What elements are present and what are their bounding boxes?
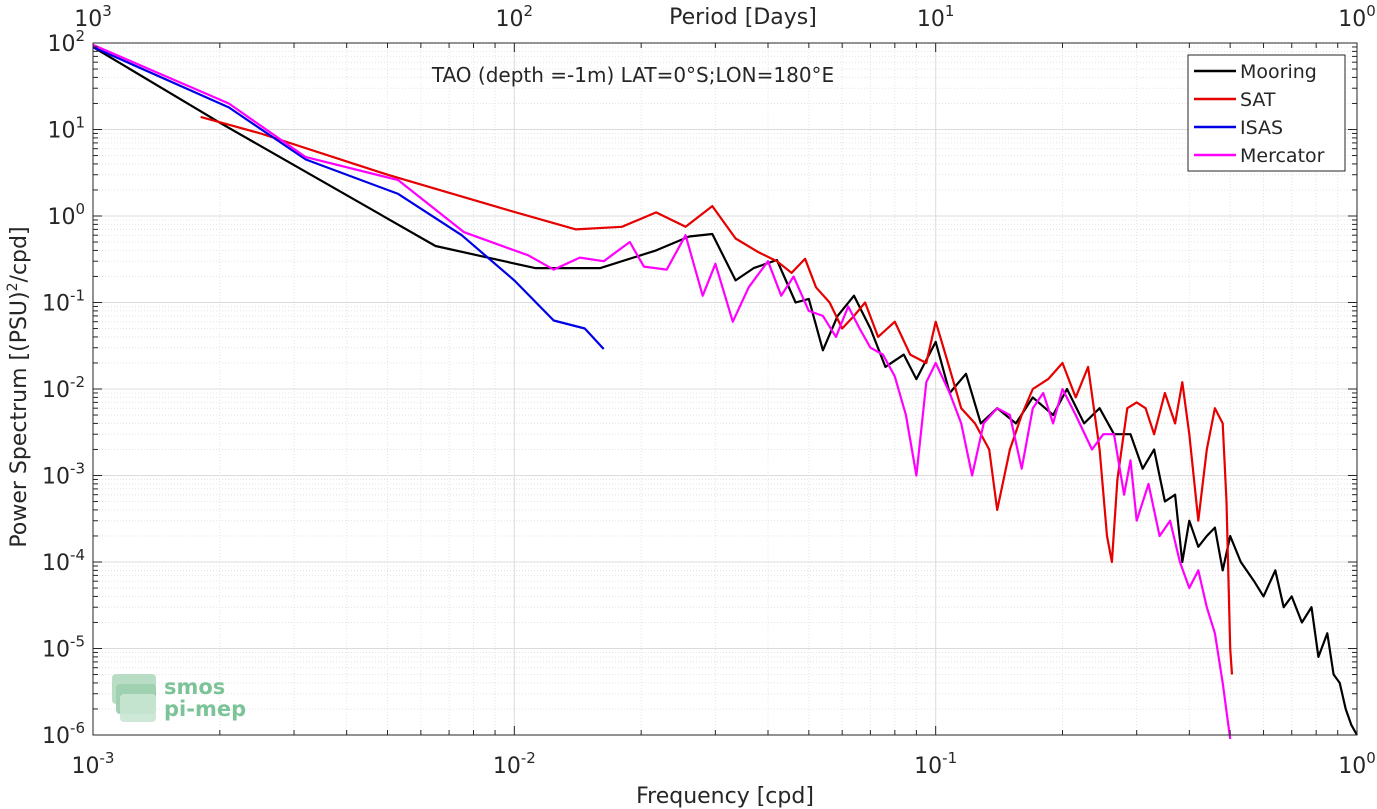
legend-box (1187, 54, 1346, 172)
x-axis-label: Frequency [cpd] (636, 784, 814, 809)
y-tick-label-base: 10 (47, 205, 75, 230)
y-axis-label-tail: /cpd] (7, 226, 32, 282)
y-axis-label-exponent: 2 (5, 282, 21, 291)
y-tick-label-base: 10 (42, 638, 70, 663)
top-tick-label: 102 (496, 2, 534, 32)
top-tick-label-exponent: 1 (945, 2, 955, 20)
top-tick-label: 100 (1338, 2, 1376, 32)
series-layer (92, 43, 1358, 740)
top-tick-label-exponent: 0 (1366, 2, 1376, 20)
y-tick-label: 10-3 (42, 460, 85, 490)
smos-pi-mep-watermark: smos pi-mep (112, 674, 246, 722)
watermark-line1: smos (164, 675, 225, 699)
y-tick-label: 10-2 (42, 373, 85, 403)
y-tick-label-exponent: 0 (75, 200, 85, 218)
top-tick-label-exponent: 3 (102, 2, 112, 20)
major-grid (92, 42, 1358, 736)
y-axis-label-main: Power Spectrum [(PSU) (7, 291, 32, 547)
top-tick-label-base: 10 (917, 7, 945, 32)
y-tick-label-base: 10 (42, 378, 70, 403)
top-tick-label-base: 10 (496, 7, 524, 32)
y-tick-label-base: 10 (47, 119, 75, 144)
chart-title: TAO (depth =-1m) LAT=0°S;LON=180°E (431, 63, 834, 87)
x-tick-label-base: 10 (914, 754, 942, 779)
y-tick-label: 100 (47, 200, 85, 230)
series-line-sat (200, 115, 1234, 675)
legend-label-sat: SAT (1240, 89, 1276, 111)
legend-label-mercator: Mercator (1240, 145, 1325, 167)
y-tick-label: 10-4 (42, 546, 85, 576)
legend-label-mooring: Mooring (1240, 61, 1317, 83)
y-tick-label-exponent: -6 (70, 719, 85, 737)
series-line-mooring (92, 46, 1358, 736)
x-tick-label-base: 10 (72, 754, 100, 779)
y-tick-label-base: 10 (42, 465, 70, 490)
top-tick-label: 101 (917, 2, 955, 32)
x-tick-label: 10-1 (914, 749, 957, 779)
series-line-isas (92, 45, 605, 350)
minor-grid (93, 43, 1357, 735)
watermark-logo-shape-front (120, 694, 156, 722)
watermark-line2: pi-mep (164, 697, 246, 721)
y-tick-label-base: 10 (42, 724, 70, 749)
x-tick-label-base: 10 (493, 754, 521, 779)
y-tick-label-exponent: -4 (70, 546, 85, 564)
x-tick-labels: 10-3 10-2 10-1 100 (72, 749, 1376, 779)
legend-items: Mooring SAT ISAS Mercator (1194, 61, 1325, 167)
y-tick-label-exponent: 2 (75, 27, 85, 45)
y-tick-label-exponent: -3 (70, 460, 85, 478)
y-tick-label-base: 10 (42, 551, 70, 576)
legend: Mooring SAT ISAS Mercator (1187, 54, 1346, 172)
top-tick-labels: 103 102 101 100 (74, 2, 1376, 32)
series-line-mercator (92, 43, 1232, 740)
top-tick-label-exponent: 2 (524, 2, 534, 20)
y-tick-label-exponent: -1 (70, 287, 85, 305)
legend-label-isas: ISAS (1240, 117, 1283, 139)
axis-ticks (92, 42, 1358, 736)
x-tick-label-exponent: -1 (942, 749, 957, 767)
x-tick-label: 10-3 (72, 749, 115, 779)
top-axis-label: Period [Days] (669, 5, 817, 30)
x-tick-label: 100 (1338, 749, 1376, 779)
y-tick-label-base: 10 (42, 292, 70, 317)
y-tick-label: 10-6 (42, 719, 85, 749)
y-tick-label-exponent: 1 (75, 114, 85, 132)
y-tick-label: 10-1 (42, 287, 85, 317)
x-tick-label-exponent: 0 (1366, 749, 1376, 767)
top-tick-label-base: 10 (74, 7, 102, 32)
y-tick-label: 101 (47, 114, 85, 144)
x-tick-label-base: 10 (1338, 754, 1366, 779)
x-tick-label: 10-2 (493, 749, 536, 779)
x-tick-label-exponent: -2 (521, 749, 536, 767)
y-tick-label-base: 10 (47, 32, 75, 57)
y-tick-label-exponent: -5 (70, 633, 85, 651)
y-axis-label: Power Spectrum [(PSU)2/cpd] (5, 226, 32, 547)
y-tick-label-exponent: -2 (70, 373, 85, 391)
y-tick-label: 102 (47, 27, 85, 57)
y-tick-label: 10-5 (42, 633, 85, 663)
x-tick-label-exponent: -3 (100, 749, 115, 767)
top-tick-label-base: 10 (1338, 7, 1366, 32)
top-tick-label: 103 (74, 2, 112, 32)
